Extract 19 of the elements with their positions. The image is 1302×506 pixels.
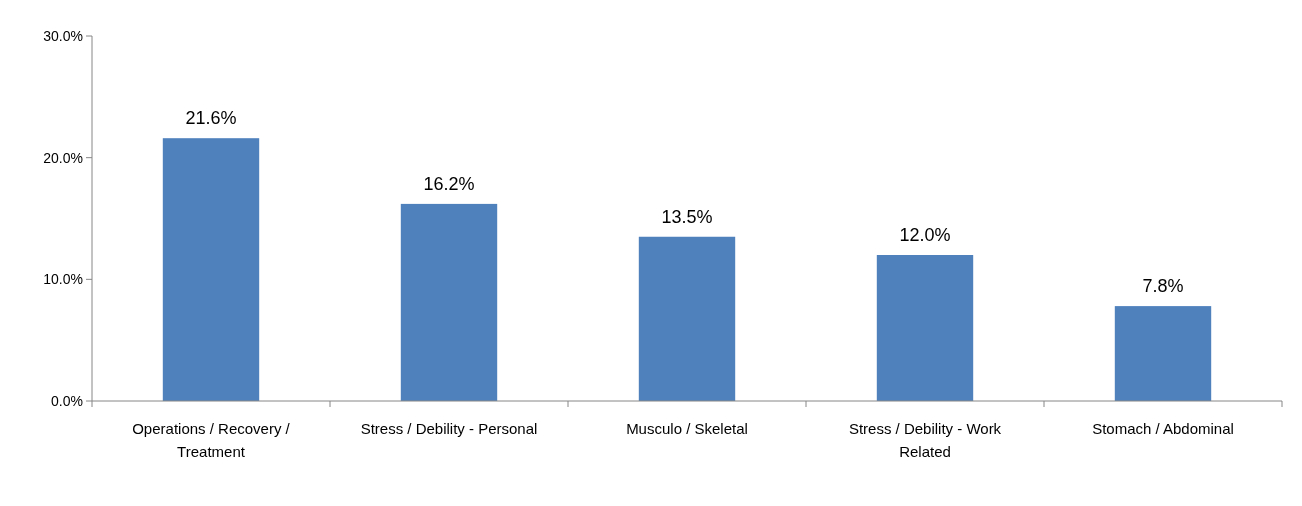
x-tick-label: Stress / Debility - Personal — [360, 420, 538, 437]
y-tick-label: 0.0% — [51, 392, 83, 409]
x-tick-label: Musculo / Skeletal — [626, 420, 748, 437]
bar — [400, 203, 498, 401]
bar — [638, 236, 736, 401]
y-tick-label: 10.0% — [43, 271, 83, 288]
data-label: 21.6% — [185, 108, 237, 129]
data-label: 16.2% — [423, 173, 475, 194]
bar — [1114, 306, 1212, 401]
bar — [876, 255, 974, 401]
bar — [162, 138, 260, 401]
data-label: 12.0% — [899, 225, 951, 245]
x-tick-label: Stomach / Abdominal — [1092, 420, 1234, 437]
data-label: 13.5% — [661, 206, 713, 227]
y-tick-label: 30.0% — [43, 27, 83, 44]
x-tick-label: Operations / Recovery / Treatment — [132, 420, 291, 460]
data-label: 7.8% — [1142, 276, 1184, 297]
y-tick-label: 20.0% — [43, 149, 83, 166]
x-tick-label: Stress / Debility - Work Related — [848, 420, 1002, 460]
